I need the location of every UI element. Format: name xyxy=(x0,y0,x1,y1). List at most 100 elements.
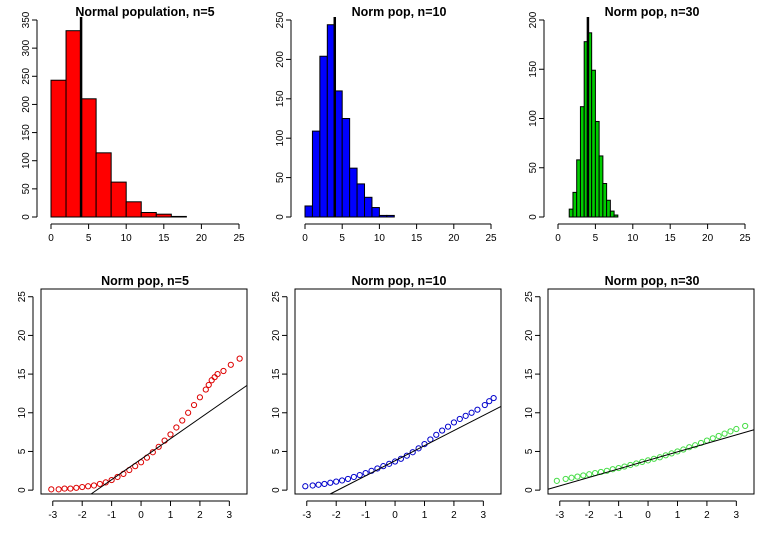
x-tick-label: -1 xyxy=(107,510,116,521)
x-axis: 0 5 10 15 20 25 xyxy=(555,223,751,244)
qq-point xyxy=(338,477,346,484)
qq-point xyxy=(84,483,92,490)
qq-point xyxy=(350,473,357,481)
y-axis: 0 5 10 15 20 25 xyxy=(17,291,34,493)
qq-reference-line xyxy=(90,384,248,495)
qq-point xyxy=(415,445,422,452)
qq-point xyxy=(356,471,363,479)
x-tick-label: -1 xyxy=(361,510,370,521)
x-tick-label: 1 xyxy=(422,510,428,521)
y-tick-label: 0 xyxy=(271,487,282,493)
histogram-bar xyxy=(576,159,581,218)
panel-qq-n30: Norm pop, n=30 0 5 10 15 20 25 -3 -2 -1 0 1 2 3 xyxy=(524,274,755,521)
histogram-bar xyxy=(364,196,373,218)
y-tick-label: 15 xyxy=(17,368,28,380)
x-tick-label: 1 xyxy=(675,510,681,521)
qq-point xyxy=(190,401,198,409)
qq-point xyxy=(167,431,174,438)
y-tick-label: 20 xyxy=(17,329,28,341)
x-tick-label: 25 xyxy=(485,233,497,244)
panel-qq-n10: Norm pop, n=10 0 5 10 15 20 25 -3 -2 -1 0 1 2 3 xyxy=(271,274,502,521)
y-tick-label: 350 xyxy=(21,11,32,28)
y-tick-label: 50 xyxy=(275,172,286,184)
y-tick-label: 20 xyxy=(271,329,282,341)
x-tick-label: -3 xyxy=(302,510,311,521)
x-tick-label: 25 xyxy=(739,233,751,244)
histogram-bar xyxy=(378,214,388,218)
x-tick-label: 0 xyxy=(645,510,651,521)
x-tick-label: 20 xyxy=(196,233,208,244)
qq-point xyxy=(650,455,658,462)
y-tick-label: 15 xyxy=(524,368,535,380)
histogram-bar xyxy=(594,120,600,218)
qq-point xyxy=(67,485,74,492)
qq-point xyxy=(639,458,646,465)
x-axis: 0 5 10 15 20 25 xyxy=(302,223,497,244)
y-tick-label: 25 xyxy=(271,291,282,303)
qq-reference-line xyxy=(547,429,755,490)
qq-point xyxy=(73,484,80,491)
histogram-bar xyxy=(140,211,157,218)
histogram-bar xyxy=(591,69,596,218)
x-axis: -3 -2 -1 0 1 2 3 xyxy=(302,500,487,521)
histogram-bar xyxy=(95,152,112,218)
x-tick-label: 10 xyxy=(121,233,133,244)
qq-point xyxy=(96,480,103,488)
x-tick-label: 10 xyxy=(374,233,386,244)
y-tick-label: 0 xyxy=(528,214,539,220)
qq-point xyxy=(692,442,699,449)
x-tick-label: 5 xyxy=(339,233,345,244)
qq-point xyxy=(462,412,469,419)
y-tick-label: 200 xyxy=(275,51,286,68)
qq-point xyxy=(580,472,587,479)
x-axis: -3 -2 -1 0 1 2 3 xyxy=(48,500,233,521)
y-tick-label: 25 xyxy=(17,291,28,303)
histogram-bar xyxy=(50,79,67,218)
qq-point xyxy=(211,374,218,381)
qq-point xyxy=(456,415,463,423)
histogram-bar xyxy=(568,208,574,218)
x-tick-label: 5 xyxy=(86,233,92,244)
y-tick-label: 0 xyxy=(21,214,32,220)
plot-box xyxy=(294,288,502,495)
qq-points xyxy=(553,422,749,484)
plot-box xyxy=(547,288,755,495)
bars xyxy=(304,24,395,218)
y-tick-label: 10 xyxy=(17,407,28,419)
histogram-bar xyxy=(170,215,187,218)
qq-point xyxy=(450,419,458,426)
qq-point xyxy=(586,471,593,478)
histogram-bar xyxy=(319,55,328,218)
histogram-bar xyxy=(356,183,366,218)
qq-point xyxy=(321,480,328,488)
x-tick-label: 0 xyxy=(138,510,144,521)
x-tick-label: 5 xyxy=(593,233,599,244)
panel-title: Normal population, n=5 xyxy=(75,5,214,19)
histogram-bar xyxy=(598,155,604,218)
histogram-bar xyxy=(602,183,608,218)
y-axis: 0 5 10 15 20 25 xyxy=(271,291,288,493)
x-tick-label: -2 xyxy=(78,510,87,521)
panel-hist-n30: Norm pop, n=30 0 50 100 150 200 0 5 10 15 20 25 xyxy=(528,5,751,244)
y-axis: 0 50 100 150 200 250 xyxy=(275,11,292,220)
qq-point xyxy=(668,450,675,457)
histogram-bar xyxy=(125,201,142,218)
x-tick-label: 15 xyxy=(665,233,677,244)
qq-point xyxy=(486,398,493,405)
x-tick-label: 0 xyxy=(555,233,561,244)
qq-point xyxy=(108,476,115,484)
y-tick-label: 50 xyxy=(21,183,32,195)
histogram-bar xyxy=(371,207,380,218)
x-tick-label: 0 xyxy=(48,233,54,244)
y-tick-label: 15 xyxy=(271,368,282,380)
x-tick-label: 0 xyxy=(392,510,398,521)
histogram-bar xyxy=(155,213,172,218)
histogram-bar xyxy=(341,118,351,218)
x-tick-label: 15 xyxy=(158,233,170,244)
x-tick-label: 1 xyxy=(168,510,174,521)
qq-point xyxy=(474,406,481,413)
histogram-bar xyxy=(386,214,395,218)
qq-point xyxy=(603,467,610,474)
qq-point xyxy=(236,355,243,362)
